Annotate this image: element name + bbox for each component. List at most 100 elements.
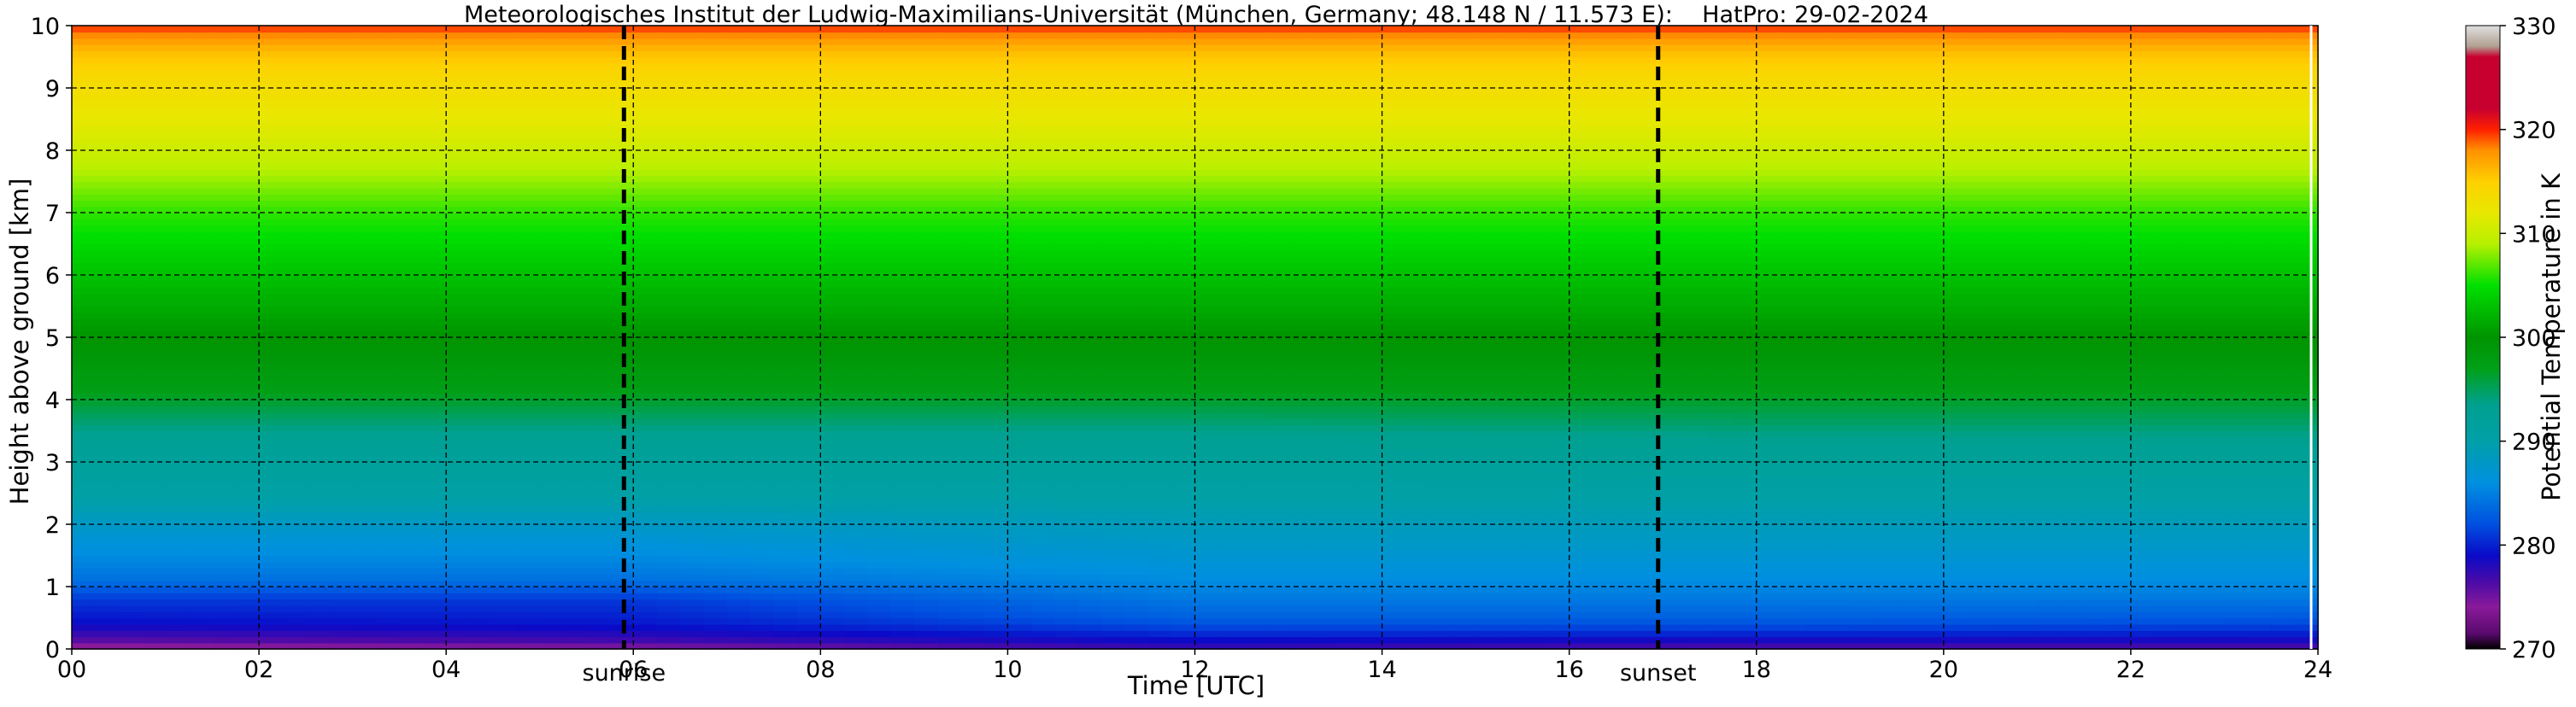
heatmap-cell: [399, 143, 424, 151]
heatmap-cell: [212, 231, 237, 238]
heatmap-cell: [492, 349, 518, 357]
heatmap-cell: [586, 330, 611, 338]
heatmap-cell: [539, 418, 564, 425]
heatmap-cell: [118, 636, 143, 644]
heatmap-cell: [680, 287, 705, 295]
heatmap-cell: [750, 330, 775, 338]
heatmap-cell: [703, 362, 728, 370]
heatmap-cell: [1218, 156, 1243, 164]
heatmap-cell: [118, 611, 143, 619]
heatmap-cell: [750, 580, 775, 587]
heatmap-cell: [1194, 75, 1219, 83]
heatmap-cell: [305, 324, 331, 332]
heatmap-cell: [352, 306, 377, 313]
heatmap-cell: [516, 237, 541, 245]
heatmap-cell: [329, 524, 354, 532]
heatmap-cell: [142, 26, 167, 33]
heatmap-cell: [1124, 181, 1149, 189]
heatmap-cell: [1030, 542, 1055, 550]
heatmap-cell: [1124, 474, 1149, 482]
heatmap-cell: [95, 368, 120, 376]
heatmap-cell: [446, 387, 471, 394]
heatmap-cell: [1100, 200, 1126, 207]
heatmap-cell: [586, 162, 611, 170]
heatmap-cell: [937, 324, 962, 332]
heatmap-cell: [516, 574, 541, 581]
heatmap-cell: [1124, 517, 1149, 525]
heatmap-cell: [867, 468, 892, 476]
heatmap-cell: [867, 256, 892, 264]
heatmap-cell: [656, 106, 681, 114]
heatmap-cell: [188, 580, 214, 587]
heatmap-cell: [1194, 636, 1219, 644]
heatmap-cell: [867, 75, 892, 83]
heatmap-cell: [492, 50, 518, 58]
heatmap-cell: [1054, 256, 1079, 264]
heatmap-cell: [1218, 206, 1243, 213]
heatmap-cell: [563, 480, 588, 488]
heatmap-cell: [1077, 32, 1102, 39]
heatmap-cell: [1124, 137, 1149, 145]
heatmap-cell: [1100, 430, 1126, 438]
heatmap-cell: [726, 412, 751, 419]
heatmap-cell: [1218, 611, 1243, 619]
heatmap-cell: [633, 642, 658, 650]
heatmap-cell: [539, 349, 564, 357]
heatmap-cell: [188, 487, 214, 494]
heatmap-cell: [820, 243, 845, 251]
heatmap-cell: [750, 75, 775, 83]
heatmap-cell: [305, 487, 331, 494]
heatmap-cell: [703, 113, 728, 120]
heatmap-cell: [1194, 44, 1219, 51]
heatmap-cell: [1171, 517, 1196, 525]
heatmap-cell: [1100, 106, 1126, 114]
heatmap-cell: [469, 75, 494, 83]
heatmap-cell: [165, 324, 190, 332]
heatmap-cell: [633, 324, 658, 332]
heatmap-cell: [890, 568, 915, 576]
heatmap-cell: [1030, 561, 1055, 569]
heatmap-cell: [1124, 368, 1149, 376]
heatmap-cell: [890, 324, 915, 332]
heatmap-cell: [165, 337, 190, 345]
heatmap-cell: [305, 256, 331, 264]
heatmap-cell: [609, 349, 635, 357]
heatmap-cell: [1077, 125, 1102, 132]
heatmap-cell: [469, 187, 494, 195]
heatmap-cell: [235, 26, 260, 33]
heatmap-cell: [422, 206, 447, 213]
heatmap-cell: [563, 561, 588, 569]
heatmap-cell: [165, 137, 190, 145]
heatmap-cell: [1194, 281, 1219, 289]
heatmap-cell: [1054, 487, 1079, 494]
heatmap-cell: [563, 143, 588, 151]
heatmap-cell: [1077, 480, 1102, 488]
heatmap-cell: [1124, 462, 1149, 470]
heatmap-cell: [937, 449, 962, 457]
heatmap-cell: [1030, 32, 1055, 39]
heatmap-cell: [633, 337, 658, 345]
heatmap-cell: [352, 143, 377, 151]
heatmap-cell: [1124, 300, 1149, 307]
heatmap-cell: [703, 524, 728, 532]
heatmap-cell: [492, 175, 518, 183]
heatmap-cell: [680, 362, 705, 370]
heatmap-cell: [376, 181, 401, 189]
heatmap-cell: [1054, 474, 1079, 482]
heatmap-cell: [95, 561, 120, 569]
heatmap-cell: [1007, 524, 1032, 532]
heatmap-cell: [516, 268, 541, 276]
heatmap-cell: [516, 75, 541, 83]
heatmap-cell: [867, 225, 892, 232]
heatmap-cell: [118, 94, 143, 102]
heatmap-cell: [1030, 44, 1055, 51]
heatmap-cell: [446, 69, 471, 77]
heatmap-cell: [516, 324, 541, 332]
heatmap-cell: [563, 555, 588, 563]
heatmap-cell: [1100, 249, 1126, 257]
heatmap-cell: [305, 393, 331, 400]
heatmap-cell: [259, 374, 284, 382]
heatmap-cell: [492, 26, 518, 33]
heatmap-cell: [399, 642, 424, 650]
heatmap-cell: [890, 374, 915, 382]
